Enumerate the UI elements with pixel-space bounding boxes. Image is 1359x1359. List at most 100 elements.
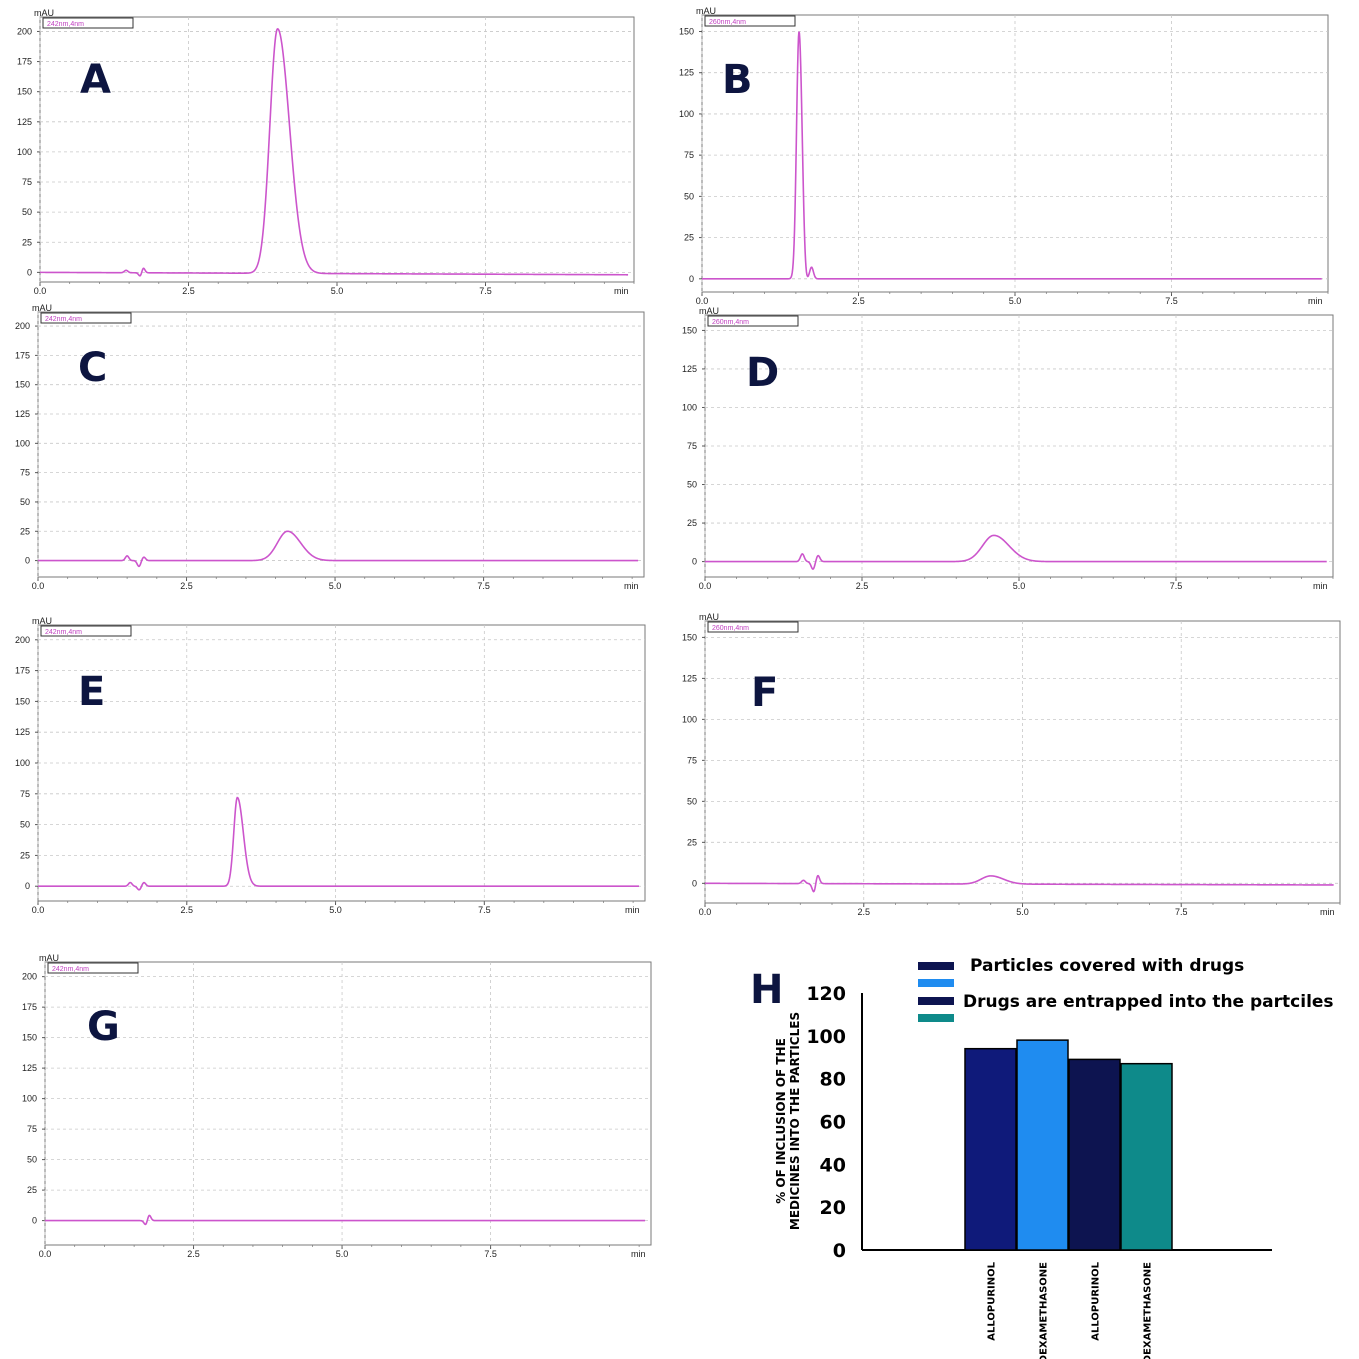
x-unit-label: min bbox=[1313, 581, 1328, 591]
panel-label: F bbox=[751, 670, 778, 716]
legend-box-label: 260nm,4nm bbox=[712, 625, 749, 632]
y-tick-label: 75 bbox=[20, 468, 30, 478]
y-unit-label: mAU bbox=[32, 303, 52, 313]
y-axis-label: % OF INCLUSION OF THEMEDICINES INTO THE … bbox=[774, 1012, 802, 1230]
y-tick-label: 200 bbox=[22, 972, 37, 982]
legend-box bbox=[707, 621, 799, 633]
y-tick-label: 50 bbox=[22, 207, 32, 217]
y-tick-label: 25 bbox=[687, 518, 697, 528]
legend-box-label: 242nm,4nm bbox=[52, 966, 89, 973]
legend-box bbox=[40, 312, 132, 324]
y-axis-label-line: MEDICINES INTO THE PARTICLES bbox=[788, 1012, 802, 1230]
legend-box-label: 242nm,4nm bbox=[45, 629, 82, 636]
y-tick-label: 100 bbox=[15, 438, 30, 448]
y-tick-label: 100 bbox=[806, 1026, 846, 1048]
x-tick-label: 0.0 bbox=[39, 1249, 52, 1259]
x-tick-label: ALLOPURINOL bbox=[987, 1261, 998, 1340]
x-tick-label: 0.0 bbox=[34, 286, 47, 296]
y-tick-label: 150 bbox=[679, 26, 694, 36]
legend-swatch bbox=[918, 979, 954, 987]
y-unit-label: mAU bbox=[39, 953, 59, 963]
y-tick-label: 25 bbox=[20, 526, 30, 536]
y-tick-label: 0 bbox=[692, 557, 697, 567]
y-tick-label: 100 bbox=[22, 1094, 37, 1104]
y-tick-label: 175 bbox=[15, 350, 30, 360]
x-tick-label: 5.0 bbox=[329, 905, 342, 915]
panel-f: 0 25 50 75 100 125 150 0.0 2.5 5.0 7.5 mAU min 260nm,… bbox=[682, 612, 1341, 917]
y-tick-label: 25 bbox=[687, 837, 697, 847]
y-tick-label: 125 bbox=[682, 673, 697, 683]
legend-label: Drugs are entrapped into the partciles bbox=[963, 992, 1334, 1012]
y-tick-label: 150 bbox=[682, 632, 697, 642]
y-tick-label: 50 bbox=[684, 191, 694, 201]
legend-box-label: 260nm,4nm bbox=[712, 319, 749, 326]
chromatogram-trace bbox=[39, 27, 629, 277]
x-tick-label: 7.5 bbox=[479, 286, 492, 296]
y-tick-label: 200 bbox=[15, 321, 30, 331]
legend-box bbox=[704, 15, 796, 27]
y-tick-label: 50 bbox=[27, 1155, 37, 1165]
y-tick-label: 120 bbox=[806, 983, 846, 1005]
x-tick-label: 5.0 bbox=[1009, 296, 1022, 306]
y-tick-label: 0 bbox=[32, 1216, 37, 1226]
panel-d: 0 25 50 75 100 125 150 0.0 2.5 5.0 7.5 mAU min 260nm,… bbox=[682, 306, 1334, 591]
panel-label: E bbox=[78, 669, 105, 715]
y-tick-label: 125 bbox=[679, 68, 694, 78]
chromatogram-trace bbox=[38, 530, 639, 568]
y-tick-label: 0 bbox=[833, 1240, 846, 1262]
plot-frame bbox=[37, 311, 645, 578]
x-tick-label: 7.5 bbox=[1165, 296, 1178, 306]
panel-label: G bbox=[87, 1004, 120, 1050]
panel-b: 0 25 50 75 100 125 150 0.0 2.5 5.0 7.5 mAU min 260nm,… bbox=[679, 6, 1329, 306]
x-tick-label: ALLOPURINOL bbox=[1091, 1261, 1102, 1340]
y-tick-label: 175 bbox=[22, 1002, 37, 1012]
y-tick-label: 60 bbox=[820, 1112, 846, 1134]
y-tick-label: 100 bbox=[15, 758, 30, 768]
x-unit-label: min bbox=[614, 286, 629, 296]
y-tick-label: 75 bbox=[687, 755, 697, 765]
y-tick-label: 40 bbox=[820, 1154, 846, 1176]
y-tick-label: 25 bbox=[27, 1185, 37, 1195]
x-tick-label: 2.5 bbox=[857, 907, 870, 917]
x-tick-label: 2.5 bbox=[856, 581, 869, 591]
y-tick-label: 25 bbox=[20, 850, 30, 860]
legend-box bbox=[40, 625, 132, 637]
y-tick-label: 125 bbox=[22, 1063, 37, 1073]
y-tick-label: 80 bbox=[820, 1069, 846, 1091]
panel-label: A bbox=[80, 57, 111, 103]
x-tick-label: 0.0 bbox=[699, 907, 712, 917]
y-tick-label: 150 bbox=[682, 325, 697, 335]
x-tick-label: DEXAMETHASONE bbox=[1143, 1262, 1154, 1359]
x-tick-label: 5.0 bbox=[1013, 581, 1026, 591]
y-tick-label: 125 bbox=[15, 727, 30, 737]
x-unit-label: min bbox=[624, 581, 639, 591]
y-unit-label: mAU bbox=[34, 8, 54, 18]
y-tick-label: 175 bbox=[17, 57, 32, 67]
bar bbox=[1120, 1062, 1173, 1251]
legend-box-label: 260nm,4nm bbox=[709, 19, 746, 26]
x-tick-label: 0.0 bbox=[32, 905, 45, 915]
y-tick-label: 25 bbox=[684, 233, 694, 243]
x-tick-label: 2.5 bbox=[181, 905, 194, 915]
x-tick-label: 7.5 bbox=[478, 905, 491, 915]
y-tick-label: 50 bbox=[687, 796, 697, 806]
panel-e: 0 25 50 75 100 125 150 175 200 0.0 2.5 5.0 7.5 mAU min… bbox=[15, 616, 646, 915]
y-unit-label: mAU bbox=[699, 612, 719, 622]
x-tick-label: 7.5 bbox=[484, 1249, 497, 1259]
panel-label: C bbox=[78, 345, 107, 391]
y-tick-label: 75 bbox=[684, 150, 694, 160]
x-tick-label: 2.5 bbox=[852, 296, 865, 306]
panel-label: D bbox=[746, 350, 779, 396]
x-tick-label: 5.0 bbox=[331, 286, 344, 296]
y-unit-label: mAU bbox=[699, 306, 719, 316]
x-tick-label: 5.0 bbox=[329, 581, 342, 591]
x-tick-label: 7.5 bbox=[477, 581, 490, 591]
y-tick-label: 150 bbox=[15, 380, 30, 390]
y-axis-label-line: % OF INCLUSION OF THE bbox=[774, 1038, 788, 1204]
legend-box-label: 242nm,4nm bbox=[47, 21, 84, 28]
y-tick-label: 50 bbox=[20, 497, 30, 507]
x-unit-label: min bbox=[1320, 907, 1335, 917]
y-tick-label: 0 bbox=[692, 878, 697, 888]
y-tick-label: 200 bbox=[17, 26, 32, 36]
